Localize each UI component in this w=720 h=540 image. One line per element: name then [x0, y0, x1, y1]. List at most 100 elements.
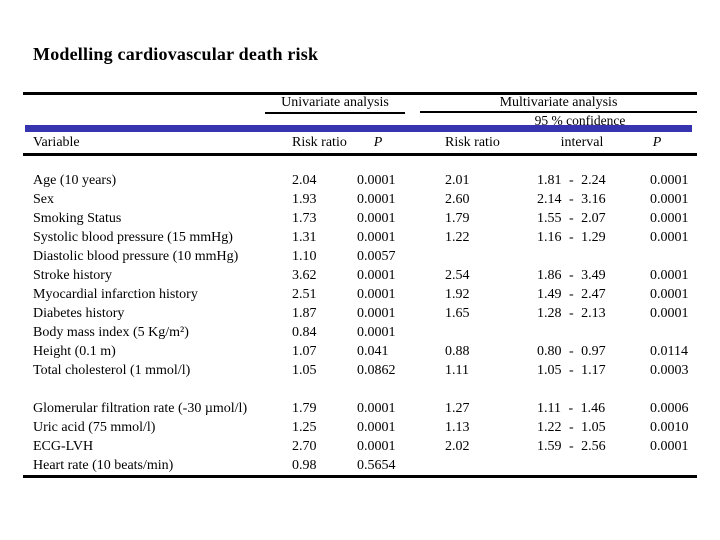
- header-bottom-border: [23, 153, 697, 156]
- row-multi-risk-ratio: 1.27: [445, 401, 470, 416]
- table-row: Stroke history 3.62 0.0001 2.54 1.86 - 3.49 0…: [23, 266, 697, 285]
- row-multi-risk-ratio: [445, 323, 495, 342]
- row-uni-risk-ratio: 3.62: [292, 268, 317, 283]
- row-uni-p: 0.0001: [357, 211, 396, 226]
- row-confidence-interval: 1.59 - 2.56: [537, 439, 606, 454]
- table-row: Uric acid (75 mmol/l) 1.25 0.0001 1.13 1.22 …: [23, 418, 697, 437]
- row-uni-risk-ratio: 0.84: [292, 325, 317, 340]
- row-confidence-interval: 2.14 - 3.16: [537, 192, 606, 207]
- row-confidence-interval: [537, 247, 649, 266]
- multivariate-underline: [420, 111, 697, 113]
- row-uni-p: 0.0001: [357, 268, 396, 283]
- row-variable: Body mass index (5 Kg/m²): [33, 325, 189, 340]
- row-multi-p: [650, 323, 705, 342]
- row-multi-p: 0.0006: [650, 401, 689, 416]
- row-variable: Total cholesterol (1 mmol/l): [33, 363, 191, 378]
- row-uni-p: 0.041: [357, 344, 389, 359]
- row-uni-p: 0.0001: [357, 287, 396, 302]
- row-confidence-interval: 1.11 - 1.46: [537, 401, 606, 416]
- group-header-multivariate: Multivariate analysis: [499, 95, 618, 110]
- row-confidence-interval: 0.80 - 0.97: [537, 344, 606, 359]
- column-header-uni-risk-ratio: Risk ratio: [292, 135, 347, 150]
- header-confidence-line: 95 % confidence: [534, 113, 626, 128]
- column-header-multi-p: P: [652, 135, 662, 150]
- table-row: Total cholesterol (1 mmol/l) 1.05 0.0862 1.…: [23, 361, 697, 380]
- row-uni-risk-ratio: 2.70: [292, 439, 317, 454]
- table-row: Smoking Status 1.73 0.0001 1.79 1.55 - 2.07 0…: [23, 209, 697, 228]
- row-confidence-interval: 1.55 - 2.07: [537, 211, 606, 226]
- row-multi-p: 0.0114: [650, 344, 688, 359]
- row-variable: Diastolic blood pressure (10 mmHg): [33, 249, 239, 264]
- row-multi-p: 0.0003: [650, 363, 689, 378]
- page-title: Modelling cardiovascular death risk: [33, 44, 319, 64]
- row-uni-p: 0.5654: [357, 458, 396, 473]
- row-variable: Glomerular filtration rate (-30 µmol/l): [33, 401, 248, 416]
- row-variable: Myocardial infarction history: [33, 287, 198, 302]
- row-confidence-interval: 1.49 - 2.47: [537, 287, 606, 302]
- column-header-multi-risk-ratio: Risk ratio: [445, 135, 500, 150]
- table-top-border: [23, 92, 697, 95]
- row-variable: Uric acid (75 mmol/l): [33, 420, 156, 435]
- column-header-variable: Variable: [33, 135, 80, 150]
- row-uni-p: 0.0862: [357, 363, 396, 378]
- row-confidence-interval: 1.86 - 3.49: [537, 268, 606, 283]
- row-confidence-interval: 1.05 - 1.17: [537, 363, 606, 378]
- row-uni-p: 0.0001: [357, 420, 396, 435]
- row-multi-risk-ratio: 2.01: [445, 173, 470, 188]
- row-uni-p: 0.0001: [357, 325, 396, 340]
- row-multi-p: [650, 456, 705, 475]
- row-multi-risk-ratio: 1.13: [445, 420, 470, 435]
- row-uni-risk-ratio: 2.04: [292, 173, 317, 188]
- univariate-underline: [265, 112, 405, 114]
- row-uni-p: 0.0001: [357, 401, 396, 416]
- row-multi-p: 0.0001: [650, 439, 689, 454]
- row-uni-risk-ratio: 1.87: [292, 306, 317, 321]
- row-uni-p: 0.0001: [357, 230, 396, 245]
- table-body: Age (10 years) 2.04 0.0001 2.01 1.81 - 2.24 0…: [23, 171, 697, 475]
- table-row: Diabetes history 1.87 0.0001 1.65 1.28 - 2.1…: [23, 304, 697, 323]
- group-header-univariate: Univariate analysis: [281, 95, 389, 110]
- row-multi-risk-ratio: 2.60: [445, 192, 470, 207]
- row-uni-risk-ratio: 1.73: [292, 211, 317, 226]
- row-variable: Stroke history: [33, 268, 112, 283]
- row-multi-risk-ratio: 2.54: [445, 268, 470, 283]
- row-confidence-interval: [537, 456, 649, 475]
- row-multi-risk-ratio: [445, 456, 495, 475]
- row-multi-p: 0.0001: [650, 173, 689, 188]
- table-row: Myocardial infarction history 2.51 0.0001 1…: [23, 285, 697, 304]
- row-variable: Systolic blood pressure (15 mmHg): [33, 230, 233, 245]
- row-multi-p: 0.0010: [650, 420, 689, 435]
- row-multi-risk-ratio: [445, 247, 495, 266]
- row-multi-risk-ratio: 1.11: [445, 363, 469, 378]
- row-confidence-interval: [537, 323, 649, 342]
- row-confidence-interval: 1.22 - 1.05: [537, 420, 606, 435]
- row-variable: Smoking Status: [33, 211, 122, 226]
- table-row: Sex 1.93 0.0001 2.60 2.14 - 3.16 0.0001: [23, 190, 697, 209]
- row-confidence-interval: 1.28 - 2.13: [537, 306, 606, 321]
- row-multi-risk-ratio: 1.79: [445, 211, 470, 226]
- row-uni-p: 0.0001: [357, 306, 396, 321]
- table-row: ECG-LVH 2.70 0.0001 2.02 1.59 - 2.56 0.0001: [23, 437, 697, 456]
- row-uni-risk-ratio: 1.05: [292, 363, 317, 378]
- row-multi-p: 0.0001: [650, 192, 689, 207]
- row-multi-risk-ratio: 1.22: [445, 230, 470, 245]
- row-uni-p: 0.0001: [357, 173, 396, 188]
- row-confidence-interval: 1.81 - 2.24: [537, 173, 606, 188]
- row-multi-p: 0.0001: [650, 306, 689, 321]
- row-uni-risk-ratio: 2.51: [292, 287, 317, 302]
- row-uni-risk-ratio: 1.31: [292, 230, 317, 245]
- row-variable: Sex: [33, 192, 54, 207]
- row-multi-p: 0.0001: [650, 268, 689, 283]
- accent-bar: [25, 125, 692, 132]
- row-confidence-interval: 1.16 - 1.29: [537, 230, 606, 245]
- row-multi-p: [650, 247, 705, 266]
- row-multi-p: 0.0001: [650, 230, 689, 245]
- row-uni-p: 0.0057: [357, 249, 396, 264]
- row-variable: Diabetes history: [33, 306, 125, 321]
- table-row: Systolic blood pressure (15 mmHg) 1.31 0.0…: [23, 228, 697, 247]
- row-uni-risk-ratio: 1.10: [292, 249, 317, 264]
- table-row: Diastolic blood pressure (10 mmHg) 1.10 0.…: [23, 247, 697, 266]
- row-uni-p: 0.0001: [357, 192, 396, 207]
- row-uni-risk-ratio: 0.98: [292, 458, 317, 473]
